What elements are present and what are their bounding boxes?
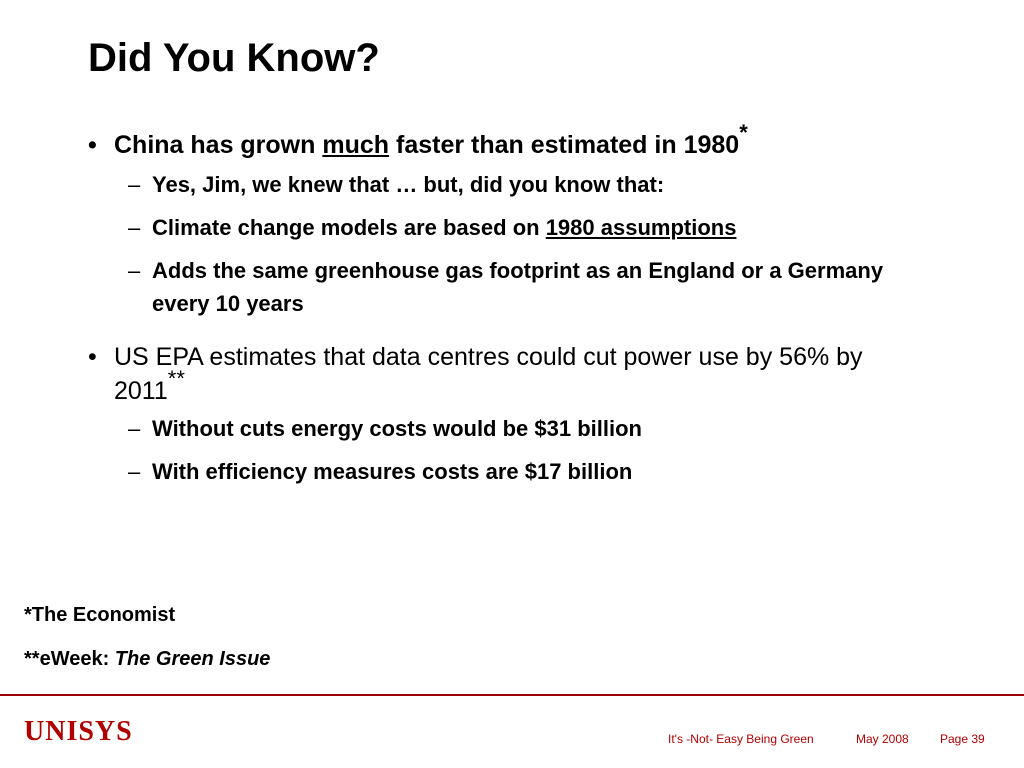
bullet-text: US EPA estimates that data centres could… xyxy=(114,343,863,405)
dash-glyph: – xyxy=(128,416,141,441)
footnote-economist: *The Economist xyxy=(24,604,176,626)
sub-bullet: – Without cuts energy costs would be $31… xyxy=(88,412,948,445)
footnote-marker: * xyxy=(739,119,748,145)
sub-bullet: – Climate change models are based on 198… xyxy=(88,211,948,244)
bullet-text: China has grown xyxy=(114,131,323,159)
sub-bullet: – Yes, Jim, we knew that … but, did you … xyxy=(88,168,948,201)
footer-presentation-title: It's -Not- Easy Being Green xyxy=(668,732,814,746)
dash-glyph: – xyxy=(128,258,141,283)
emphasis-much: much xyxy=(322,131,390,159)
sub-bullet: – With efficiency measures costs are $17… xyxy=(88,455,948,488)
sub-bullet: – Adds the same greenhouse gas footprint… xyxy=(88,254,932,320)
bullet-list: • China has grown much faster than estim… xyxy=(88,121,948,488)
slide-title: Did You Know? xyxy=(88,36,380,80)
footer-divider xyxy=(0,694,1024,696)
bullet-china: • China has grown much faster than estim… xyxy=(88,121,948,162)
footnote-italic: The Green Issue xyxy=(114,648,271,670)
bullet-dot: • xyxy=(88,131,97,159)
sub-bullet-text: With efficiency measures costs are $17 b… xyxy=(152,459,633,484)
footer-date: May 2008 xyxy=(856,732,909,746)
emphasis-assumptions: 1980 assumptions xyxy=(545,215,737,240)
footnotes: *The Economist **eWeek: The Green Issue xyxy=(24,604,270,692)
sub-bullet-text: Adds the same greenhouse gas footprint a… xyxy=(152,258,884,316)
footnote-marker: ** xyxy=(167,365,185,391)
sub-bullet-text: Climate change models are based on xyxy=(152,215,546,240)
footnote-eweek: **eWeek: The Green Issue xyxy=(24,648,270,692)
footnote-prefix: **eWeek: xyxy=(24,648,115,670)
bullet-text-tail: faster than estimated in 1980 xyxy=(389,131,740,159)
sub-bullet-text: Without cuts energy costs would be $31 b… xyxy=(152,416,642,441)
bullet-epa: • US EPA estimates that data centres cou… xyxy=(88,340,904,408)
unisys-logo: UNISYS xyxy=(24,716,133,747)
footer-page-number: Page 39 xyxy=(940,732,985,746)
dash-glyph: – xyxy=(128,215,141,240)
dash-glyph: – xyxy=(128,172,141,197)
dash-glyph: – xyxy=(128,459,141,484)
sub-bullet-text: Yes, Jim, we knew that … but, did you kn… xyxy=(152,172,665,197)
bullet-dot: • xyxy=(88,343,97,371)
